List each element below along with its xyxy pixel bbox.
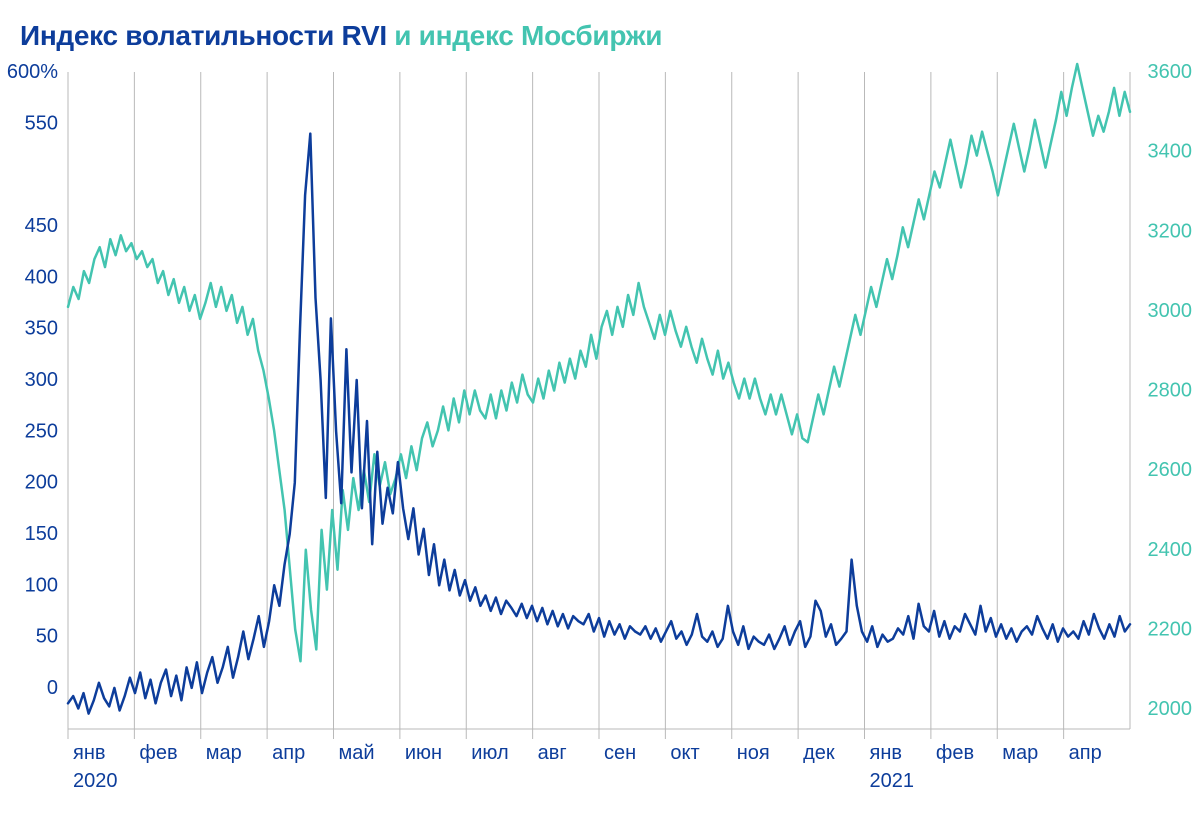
y-right-label: 3600: [1148, 61, 1193, 83]
y-right-label: 2400: [1148, 539, 1193, 561]
y-left-label: 550: [25, 112, 58, 134]
x-tick-label: авг: [538, 742, 567, 764]
y-left-label: 600%: [7, 61, 58, 83]
x-tick-label: сен: [604, 742, 636, 764]
y-right-label: 3000: [1148, 300, 1193, 322]
y-left-label: 350: [25, 318, 58, 340]
x-tick-label: апр: [272, 742, 305, 764]
x-tick-label: мар: [1002, 742, 1038, 764]
y-right-label: 2800: [1148, 380, 1193, 402]
x-tick-label: ноя: [737, 742, 770, 764]
y-left-label: 300: [25, 369, 58, 391]
title-rvi: Индекс волатильности RVI: [20, 20, 387, 51]
x-tick-label: май: [339, 742, 375, 764]
x-tick-label: июн: [405, 742, 442, 764]
x-tick-label: мар: [206, 742, 242, 764]
y-left-label: 400: [25, 266, 58, 288]
x-tick-label: дек: [803, 742, 835, 764]
y-right-label: 3200: [1148, 220, 1193, 242]
y-left-label: 50: [36, 626, 58, 648]
y-right-label: 3400: [1148, 141, 1193, 163]
plot-area: янвфевмарапрмайиюниюлавгсеноктноядекянвф…: [68, 72, 1130, 729]
x-tick-label: апр: [1069, 742, 1102, 764]
y-left-label: 250: [25, 420, 58, 442]
x-tick-label: янв: [73, 742, 106, 764]
y-left-label: 200: [25, 472, 58, 494]
x-tick-label: окт: [670, 742, 699, 764]
x-tick-label: июл: [471, 742, 508, 764]
y-left-label: 450: [25, 215, 58, 237]
chart-svg: янвфевмарапрмайиюниюлавгсеноктноядекянвф…: [68, 72, 1130, 729]
chart-title: Индекс волатильности RVI и индекс Мосбир…: [20, 20, 1190, 52]
x-tick-label: фев: [936, 742, 974, 764]
x-tick-label: янв: [870, 742, 903, 764]
y-right-label: 2000: [1148, 698, 1193, 720]
y-right-label: 2200: [1148, 618, 1193, 640]
x-year-label: 2021: [870, 770, 915, 792]
x-year-label: 2020: [73, 770, 118, 792]
y-left-label: 150: [25, 523, 58, 545]
chart-container: Индекс волатильности RVI и индекс Мосбир…: [0, 0, 1200, 819]
y-left-label: 100: [25, 574, 58, 596]
x-tick-label: фев: [139, 742, 177, 764]
y-left-label: 0: [47, 677, 58, 699]
title-moex: и индекс Мосбиржи: [387, 20, 662, 51]
y-right-label: 2600: [1148, 459, 1193, 481]
